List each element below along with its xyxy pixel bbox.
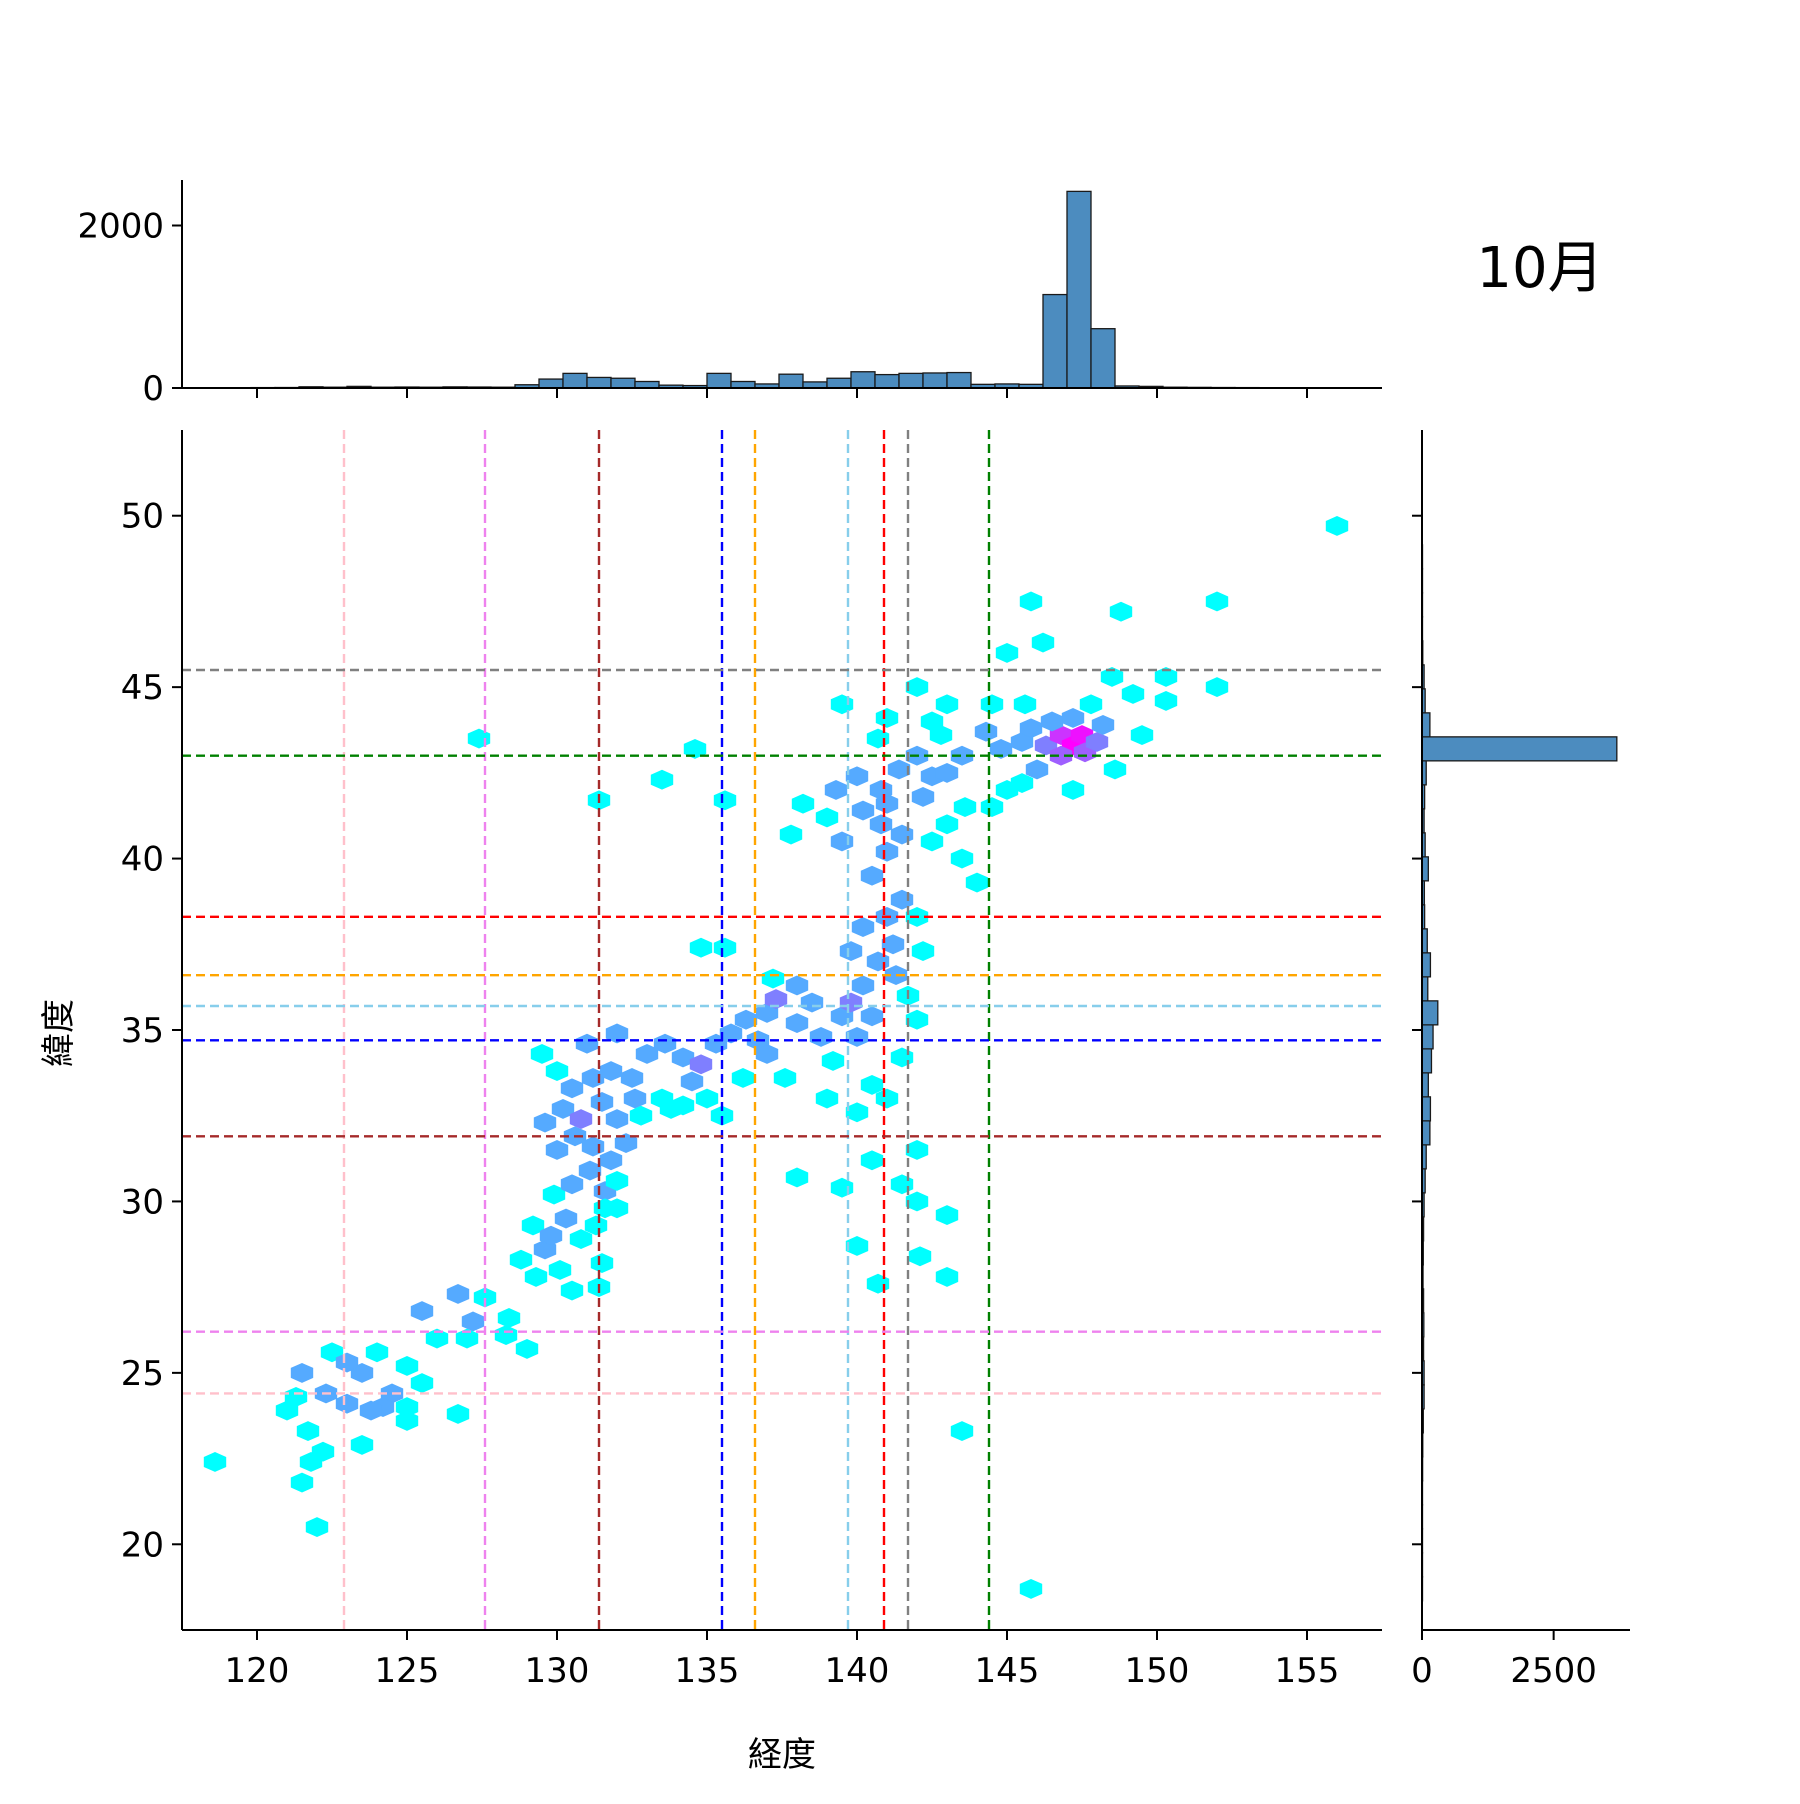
right-hist-x-tick-label: 0 (1411, 1651, 1433, 1691)
top-hist-bar (587, 377, 611, 388)
y-axis-label: 緯度 (39, 999, 79, 1067)
x-tick-label: 155 (1275, 1651, 1340, 1691)
y-tick-label: 30 (121, 1182, 164, 1222)
y-tick-label: 45 (121, 668, 164, 708)
right-hist-bar (1422, 1001, 1438, 1025)
chart-title: 10月 (1476, 236, 1603, 301)
top-hist-bar (923, 373, 947, 388)
x-tick-label: 135 (675, 1651, 740, 1691)
y-tick-label: 20 (121, 1525, 164, 1565)
right-hist-bar (1422, 1097, 1430, 1121)
top-hist-y-tick-label: 0 (142, 369, 164, 409)
x-tick-label: 125 (375, 1651, 440, 1691)
top-hist-bar (875, 375, 899, 388)
top-hist-bar (851, 372, 875, 388)
right-hist-bar (1422, 1049, 1431, 1073)
top-hist-bar (1091, 329, 1115, 388)
top-hist-bar (779, 374, 803, 388)
top-hist-bar (539, 379, 563, 388)
right-hist-bar (1422, 953, 1430, 977)
right-hist-x-tick-label: 2500 (1510, 1651, 1597, 1691)
x-tick-label: 130 (525, 1651, 590, 1691)
right-hist-bar (1422, 713, 1430, 737)
x-tick-label: 140 (825, 1651, 890, 1691)
top-hist-bar (1043, 295, 1067, 388)
top-hist-y-tick-label: 2000 (77, 207, 164, 247)
top-hist-bar (707, 373, 731, 388)
right-hist-bar (1422, 1121, 1430, 1145)
y-tick-label: 25 (121, 1354, 164, 1394)
right-hist-bar (1422, 1025, 1433, 1049)
x-tick-label: 145 (975, 1651, 1040, 1691)
right-hist-bar (1422, 737, 1617, 761)
top-hist-bar (947, 373, 971, 388)
y-tick-label: 50 (121, 497, 164, 537)
top-hist-bar (1067, 191, 1091, 388)
x-tick-label: 120 (225, 1651, 290, 1691)
top-hist-bar (563, 373, 587, 388)
x-axis-label: 経度 (748, 1735, 816, 1775)
top-hist-bar (899, 373, 923, 388)
top-hist-bar (827, 378, 851, 388)
top-hist-bar (611, 378, 635, 388)
y-tick-label: 35 (121, 1011, 164, 1051)
y-tick-label: 40 (121, 840, 164, 880)
x-tick-label: 150 (1125, 1651, 1190, 1691)
